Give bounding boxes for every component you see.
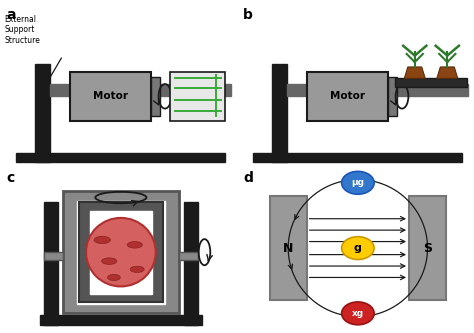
FancyBboxPatch shape xyxy=(287,84,468,96)
FancyBboxPatch shape xyxy=(50,84,231,96)
Text: g: g xyxy=(354,243,362,253)
FancyBboxPatch shape xyxy=(409,196,446,300)
FancyBboxPatch shape xyxy=(272,64,287,162)
FancyBboxPatch shape xyxy=(90,210,152,294)
Ellipse shape xyxy=(127,241,142,248)
Text: µg: µg xyxy=(351,178,365,187)
Polygon shape xyxy=(404,67,425,78)
FancyBboxPatch shape xyxy=(35,64,50,162)
FancyBboxPatch shape xyxy=(44,252,63,259)
Text: xg: xg xyxy=(352,309,364,318)
FancyBboxPatch shape xyxy=(388,77,397,116)
Ellipse shape xyxy=(94,236,110,244)
Circle shape xyxy=(342,302,374,325)
FancyBboxPatch shape xyxy=(39,315,202,325)
FancyBboxPatch shape xyxy=(79,202,163,302)
Ellipse shape xyxy=(130,266,144,272)
Polygon shape xyxy=(437,67,458,78)
Text: a: a xyxy=(6,8,15,22)
Text: c: c xyxy=(6,171,14,185)
Circle shape xyxy=(342,237,374,259)
FancyBboxPatch shape xyxy=(253,153,462,162)
Text: b: b xyxy=(243,8,253,22)
FancyBboxPatch shape xyxy=(170,72,226,121)
Text: Motor: Motor xyxy=(330,91,365,101)
FancyBboxPatch shape xyxy=(183,202,198,325)
Text: S: S xyxy=(423,241,432,255)
FancyBboxPatch shape xyxy=(270,196,307,300)
FancyBboxPatch shape xyxy=(179,252,198,259)
FancyBboxPatch shape xyxy=(151,77,160,116)
Ellipse shape xyxy=(108,274,120,281)
FancyBboxPatch shape xyxy=(16,153,226,162)
Text: N: N xyxy=(283,241,293,255)
FancyBboxPatch shape xyxy=(70,72,151,121)
FancyBboxPatch shape xyxy=(77,201,165,304)
Ellipse shape xyxy=(102,258,117,264)
Ellipse shape xyxy=(86,218,155,286)
FancyBboxPatch shape xyxy=(63,191,179,313)
Text: External
Support
Structure: External Support Structure xyxy=(5,15,41,45)
FancyBboxPatch shape xyxy=(395,78,467,87)
Circle shape xyxy=(342,171,374,194)
Text: d: d xyxy=(243,171,253,185)
FancyBboxPatch shape xyxy=(44,202,58,325)
Text: Motor: Motor xyxy=(93,91,128,101)
FancyBboxPatch shape xyxy=(307,72,388,121)
